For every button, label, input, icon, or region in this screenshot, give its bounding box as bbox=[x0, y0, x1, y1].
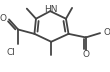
Text: O: O bbox=[83, 50, 90, 59]
Text: HN: HN bbox=[44, 5, 58, 14]
Text: O: O bbox=[103, 28, 110, 37]
Text: O: O bbox=[0, 14, 7, 23]
Text: Cl: Cl bbox=[7, 48, 16, 57]
